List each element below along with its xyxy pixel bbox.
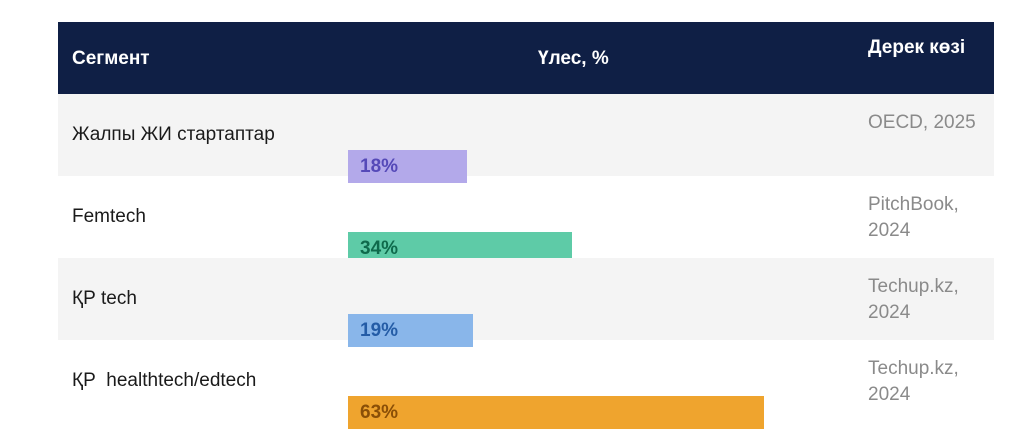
- share-value-label: 19%: [360, 320, 399, 341]
- share-value-label: 18%: [360, 156, 399, 177]
- segment-share-table: Сегмент Үлес, % Дерек көзі Жалпы ЖИ стар…: [58, 22, 994, 429]
- table-row: Femtech 34% PitchBook, 2024: [58, 176, 994, 265]
- segment-label: ҚР tech: [72, 288, 137, 309]
- header-source: Дерек көзі: [868, 37, 966, 58]
- segment-label: Жалпы ЖИ стартаптар: [72, 124, 275, 145]
- share-value-label: 34%: [360, 238, 399, 259]
- table-row: Жалпы ЖИ стартаптар 18% OECD, 2025: [58, 94, 994, 183]
- source-text: Techup.kz, 2024: [868, 276, 959, 323]
- share-bar: 19%: [348, 314, 474, 347]
- segment-label: ҚР healthtech/edtech: [72, 370, 257, 391]
- table-row: ҚР tech 19% Techup.kz, 2024: [58, 258, 994, 347]
- header-segment: Сегмент: [72, 48, 150, 69]
- segment-label: Femtech: [72, 206, 146, 227]
- header-share: Үлес, %: [538, 48, 609, 69]
- share-value-label: 63%: [360, 402, 399, 423]
- source-text: OECD, 2025: [868, 112, 976, 133]
- source-text: PitchBook, 2024: [868, 194, 959, 241]
- table-row: ҚР healthtech/edtech 63% Techup.kz, 2024: [58, 340, 994, 429]
- share-bar: 63%: [348, 396, 764, 429]
- share-bar: 18%: [348, 150, 467, 183]
- table-header: Сегмент Үлес, % Дерек көзі: [58, 22, 994, 94]
- source-text: Techup.kz, 2024: [868, 358, 959, 405]
